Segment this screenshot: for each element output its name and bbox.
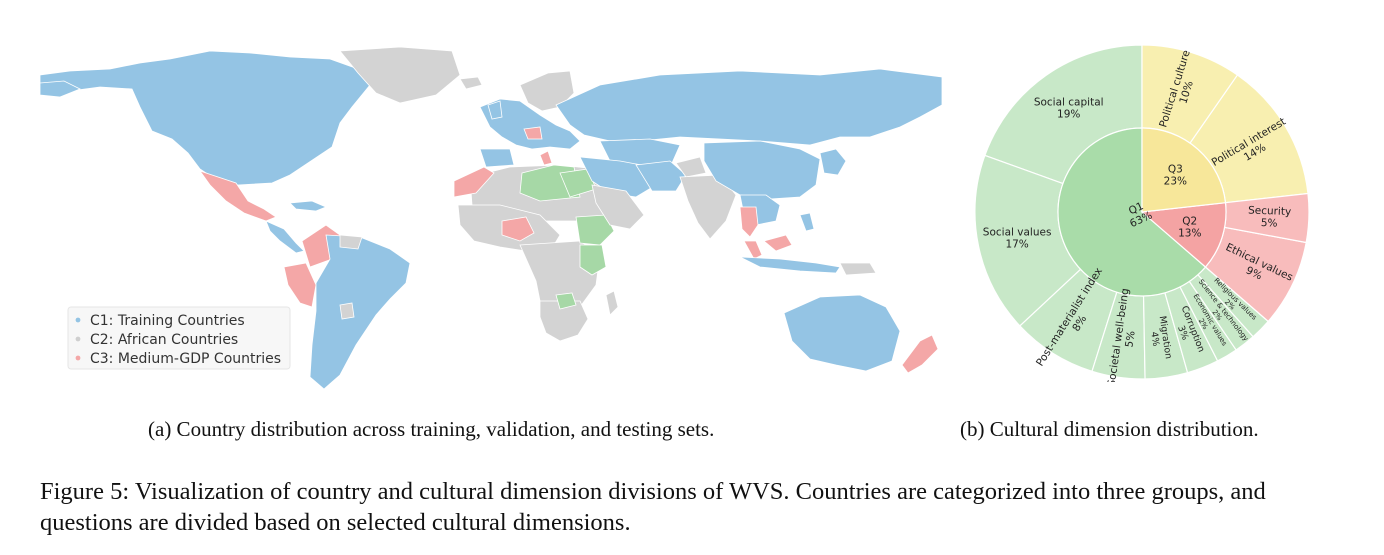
country-morocco [453, 166, 495, 198]
country-russia [555, 68, 942, 146]
legend-marker [75, 355, 81, 361]
legend-label: C2: African Countries [90, 332, 238, 348]
sunburst-inner-label: Q2 13% [1178, 215, 1201, 239]
country-new-zealand [901, 334, 939, 374]
country-south-america [309, 234, 411, 390]
sunburst-chart: Q163% Q2 13%Q3 23%Social capital 19%Social v… [974, 44, 1310, 382]
sunburst-outer-label: Social capital 19% [1034, 96, 1104, 120]
country-guianas [339, 234, 363, 250]
country-east-africa [579, 244, 607, 276]
country-europe [479, 98, 581, 150]
country-mexico [198, 170, 277, 222]
country-indonesia [739, 256, 841, 274]
sunburst-inner-wedge [1141, 127, 1227, 213]
country-china [703, 140, 821, 200]
country-philippines [799, 212, 815, 232]
country-iceland [459, 76, 483, 90]
legend-label: C1: Training Countries [90, 313, 245, 329]
country-peru [283, 262, 317, 308]
country-ethiopia [575, 214, 615, 246]
country-australia [783, 294, 901, 372]
country-iberia [479, 148, 515, 168]
country-alaska-islands [40, 80, 81, 98]
country-nigeria [501, 216, 535, 242]
country-zimbabwe [555, 292, 577, 310]
country-southern-africa [539, 300, 589, 342]
country-greece [539, 150, 553, 166]
sunburst-inner-wedge [1057, 127, 1207, 297]
sunburst-outer-label: Security5% [1247, 204, 1291, 230]
country-korea-japan [819, 148, 847, 176]
sunburst-inner-label: Q3 23% [1164, 163, 1187, 187]
country-balkans [523, 126, 543, 140]
figure-caption: Figure 5: Visualization of country and c… [40, 478, 1266, 536]
country-borneo-malaysia [763, 234, 793, 252]
country-central-america [265, 220, 305, 254]
country-arabia [591, 184, 645, 230]
country-uk [487, 100, 503, 120]
legend-label: C3: Medium-GDP Countries [90, 351, 281, 367]
country-papua [839, 262, 877, 276]
country-thailand [739, 206, 759, 238]
country-malaysia [743, 240, 763, 260]
map-legend: C1: Training Countries C2: African Countr… [67, 306, 291, 370]
sunburst-outer-label: Social values 17% [983, 226, 1052, 250]
country-north-america [40, 50, 371, 186]
country-iran [635, 160, 687, 192]
country-madagascar [605, 290, 619, 316]
subcaption-a: (a) Country distribution across training… [148, 417, 715, 441]
country-greenland [339, 46, 461, 104]
legend-marker [75, 336, 81, 342]
country-paraguay [339, 302, 355, 320]
subcaption-b: (b) Cultural dimension distribution. [960, 417, 1259, 441]
legend-marker [75, 317, 81, 323]
map-land [40, 46, 942, 390]
country-afghanistan [675, 156, 707, 178]
sunburst-inner-wedge [1140, 202, 1227, 268]
world-map: C1: Training Countries C2: African Countr… [40, 46, 942, 390]
country-caribbean [289, 200, 328, 212]
